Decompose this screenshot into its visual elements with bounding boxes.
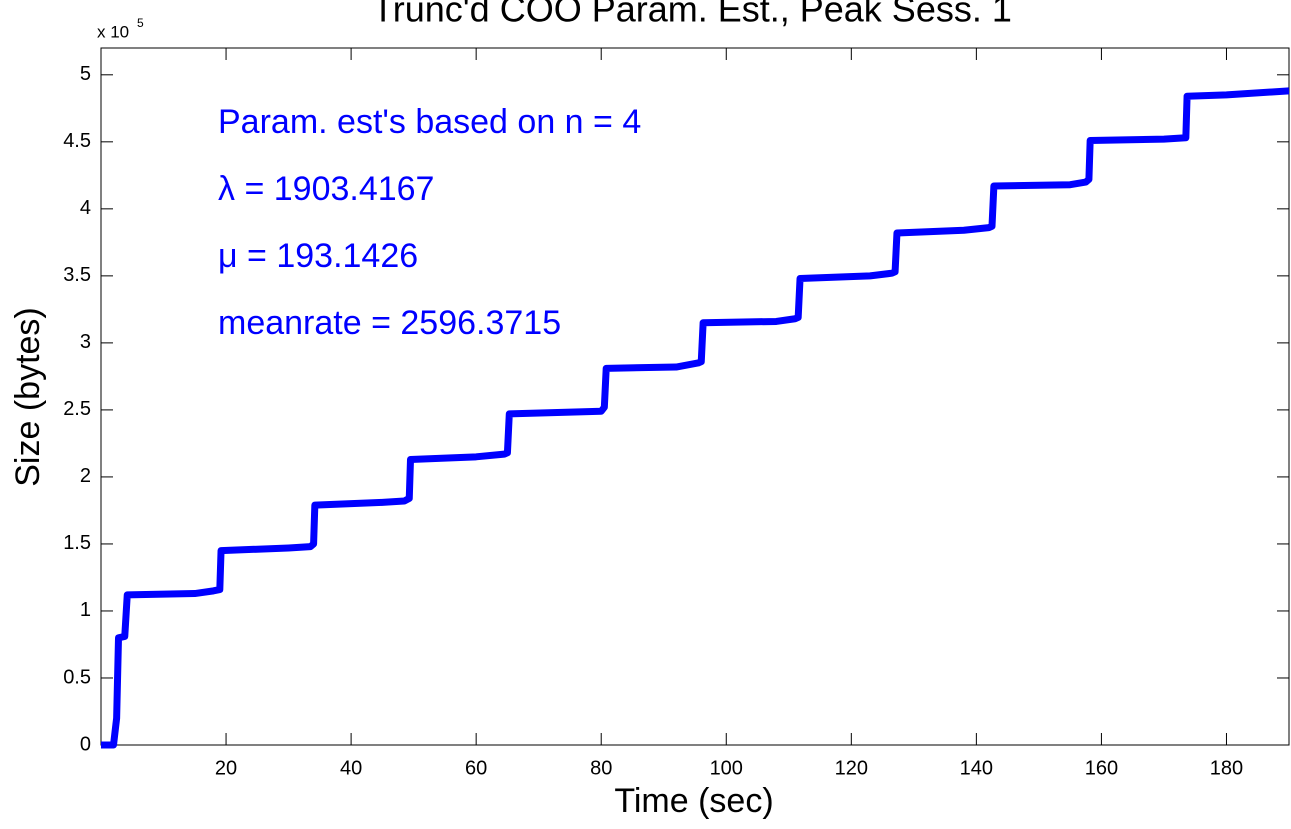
x-tick-label: 160 — [1085, 757, 1118, 779]
plot-area — [100, 47, 1290, 746]
y-tick-label: 5 — [80, 63, 91, 85]
x-tick-label: 180 — [1210, 757, 1243, 779]
x-tick-label: 20 — [215, 757, 237, 779]
y-tick-label: 2.5 — [63, 398, 91, 420]
x-tick-label: 80 — [590, 757, 612, 779]
y-axis-label: Size (bytes) — [9, 307, 47, 487]
x-axis-label: Time (sec) — [614, 782, 773, 820]
x-tick-label: 140 — [960, 757, 993, 779]
annotation: Param. est's based on n = 4 — [218, 103, 641, 141]
x-tick-label: 60 — [465, 757, 487, 779]
annotation: λ = 1903.4167 — [218, 170, 434, 208]
x-tick-label: 40 — [340, 757, 362, 779]
y-multiplier: x 10 — [97, 22, 129, 41]
y-tick-label: 0 — [80, 733, 91, 755]
y-tick-label: 1.5 — [63, 532, 91, 554]
data-line — [101, 87, 1290, 749]
y-tick-label: 3 — [80, 331, 91, 353]
x-tick-label: 120 — [835, 757, 868, 779]
annotation: μ = 193.1426 — [218, 237, 418, 275]
chart-title: Trunc'd COO Param. Est., Peak Sess. 1 — [372, 0, 1012, 30]
annotation: meanrate = 2596.3715 — [218, 304, 561, 342]
y-tick-label: 1 — [80, 599, 91, 621]
y-tick-label: 4.5 — [63, 130, 91, 152]
y-tick-label: 0.5 — [63, 666, 91, 688]
y-tick-label: 3.5 — [63, 264, 91, 286]
x-tick-label: 100 — [710, 757, 743, 779]
y-multiplier-exponent: 5 — [137, 16, 144, 30]
y-tick-label: 2 — [80, 465, 91, 487]
y-tick-label: 4 — [80, 197, 91, 219]
